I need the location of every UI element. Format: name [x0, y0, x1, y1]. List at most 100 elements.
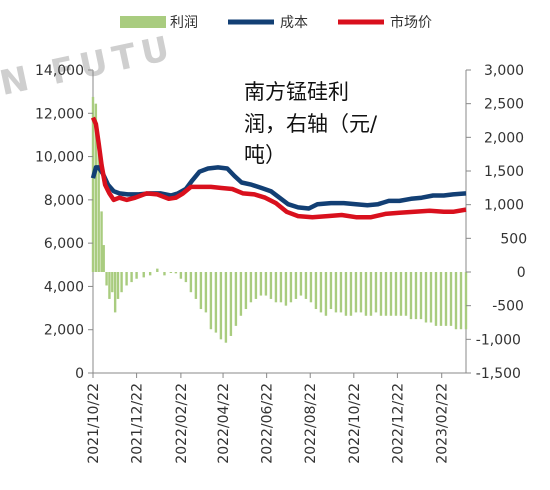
profit-bar: [379, 272, 383, 316]
profit-bar: [244, 272, 248, 310]
profit-bar: [284, 272, 288, 306]
annotation-line-1: 南方锰硅利: [244, 80, 349, 104]
profit-bar: [319, 272, 323, 313]
profit-bar: [94, 103, 98, 273]
profit-bar: [344, 272, 348, 316]
profit-bar: [364, 272, 368, 316]
profit-bar: [179, 272, 183, 279]
profit-bar: [304, 272, 308, 299]
profit-bar: [91, 96, 95, 272]
profit-bar: [259, 272, 263, 296]
profit-bar: [169, 272, 173, 273]
profit-bar: [254, 272, 258, 299]
profit-bar: [120, 272, 123, 293]
right-tick-label: 1,500: [484, 164, 524, 180]
annotation-line-2: 润，右轴（元/: [244, 112, 378, 136]
profit-bar: [439, 272, 443, 326]
profit-bar: [384, 272, 388, 316]
right-tick-label: 3,000: [484, 63, 524, 79]
right-tick-label: -1,000: [476, 332, 521, 348]
watermark: N FUTU: [0, 28, 179, 104]
profit-bar: [399, 272, 403, 316]
profit-bar: [359, 272, 363, 313]
legend-cost-label: 成本: [280, 15, 308, 31]
x-tick-label: 2022/12/22: [390, 383, 406, 464]
profit-bar: [369, 272, 373, 316]
profit-bar: [324, 272, 328, 316]
profit-bar: [464, 272, 468, 330]
profit-bar: [142, 272, 145, 278]
price-line: [90, 116, 467, 220]
legend: 利润 成本 市场价: [120, 14, 432, 31]
profit-bar: [229, 272, 233, 336]
profit-bar: [339, 272, 343, 313]
profit-bar: [174, 272, 178, 274]
x-tick-label: 2021/10/22: [86, 383, 102, 464]
profit-bar: [419, 272, 423, 320]
profit-bar: [309, 272, 313, 303]
left-axis-ticks: 0 2,000 4,000 6,000 8,000 10,000 12,000 14,000: [35, 63, 93, 382]
profit-bar: [459, 272, 463, 330]
x-tick-label: 2023/02/22: [435, 383, 451, 464]
profit-bar: [349, 272, 353, 316]
right-tick-label: -1,500: [476, 366, 521, 382]
profit-bar: [374, 272, 378, 313]
profit-bar: [113, 272, 117, 313]
x-axis-ticks: 2021/10/22 2021/12/22 2022/02/22 2022/04/22…: [86, 373, 451, 464]
cost-line: [90, 165, 467, 211]
left-tick-label: 6,000: [44, 236, 84, 252]
profit-bar: [116, 272, 120, 299]
right-axis-ticks: -1,500 -1,000 -500 0 500 1,000 1,500 2,000 2,500…: [466, 63, 527, 382]
profit-bar: [239, 272, 243, 316]
profit-bar: [148, 272, 152, 276]
profit-bar: [194, 272, 198, 299]
right-tick-label: -500: [492, 299, 524, 315]
left-tick-label: 4,000: [44, 279, 84, 295]
legend-profit-swatch: [120, 16, 166, 28]
profit-bar: [97, 150, 100, 272]
profit-bar: [289, 272, 293, 303]
annotation: 南方锰硅利 润，右轴（元/ 吨）: [244, 80, 378, 167]
profit-bar: [389, 272, 393, 316]
right-tick-label: 1,000: [484, 198, 524, 214]
profit-bar: [429, 272, 433, 323]
x-tick-label: 2022/08/22: [303, 383, 319, 464]
right-tick-label: 0: [517, 265, 526, 281]
profit-bar: [269, 272, 273, 299]
right-tick-label: 500: [500, 231, 527, 247]
profit-bar: [444, 272, 448, 326]
profit-bar: [156, 268, 159, 272]
profit-bar: [135, 272, 138, 279]
profit-bar: [214, 272, 218, 333]
profit-bar: [234, 272, 238, 326]
profit-bar: [334, 272, 338, 313]
plot-area: 02,0004,0006,0008,00010,00012,00014,000 …: [35, 63, 527, 464]
profit-bar: [414, 272, 418, 320]
left-tick-label: 12,000: [35, 106, 84, 122]
left-tick-label: 8,000: [44, 193, 84, 209]
profit-bar: [204, 272, 208, 313]
x-tick-label: 2022/10/22: [347, 383, 363, 464]
profit-bar: [125, 272, 128, 286]
profit-bar: [404, 272, 408, 316]
profit-bar: [424, 272, 428, 323]
profit-bar: [314, 272, 318, 310]
profit-bar: [294, 272, 298, 299]
profit-bar: [209, 272, 213, 330]
profit-bar: [102, 245, 105, 272]
profit-bar: [394, 272, 398, 316]
right-tick-label: 2,000: [484, 130, 524, 146]
profit-bar: [409, 272, 413, 320]
profit-bar: [249, 272, 253, 303]
x-tick-label: 2021/12/22: [130, 383, 146, 464]
profit-bar: [224, 272, 228, 343]
profit-bar: [108, 272, 111, 299]
profit-bar: [279, 272, 283, 303]
profit-bar: [449, 272, 453, 326]
profit-bars: [91, 96, 468, 343]
x-tick-label: 2022/02/22: [174, 383, 190, 464]
annotation-line-3: 吨）: [244, 143, 286, 167]
profit-bar: [199, 272, 203, 310]
left-tick-label: 10,000: [35, 150, 84, 166]
